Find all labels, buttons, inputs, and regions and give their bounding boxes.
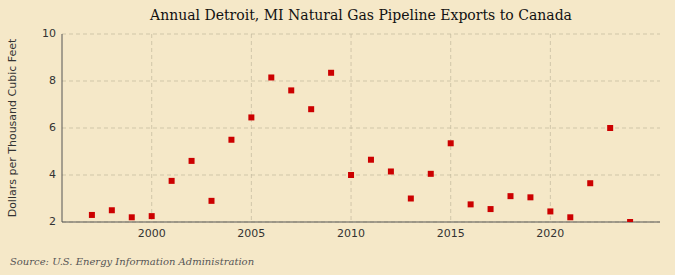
grid-line xyxy=(550,34,551,222)
point xyxy=(607,125,613,131)
points xyxy=(89,70,633,222)
point xyxy=(288,87,294,93)
y-tick-label: 8 xyxy=(49,74,56,87)
point xyxy=(508,193,514,199)
point xyxy=(348,172,354,178)
point xyxy=(388,168,394,174)
x-tick-label: 2020 xyxy=(536,227,564,240)
grid-line xyxy=(251,34,252,222)
point xyxy=(89,212,95,218)
y-tick-label: 6 xyxy=(49,121,56,134)
y-tick-label: 4 xyxy=(49,168,56,181)
point xyxy=(149,213,155,219)
point xyxy=(428,171,434,177)
point xyxy=(368,157,374,163)
point xyxy=(488,206,494,212)
point xyxy=(169,178,175,184)
x-tick-label: 2015 xyxy=(437,227,465,240)
chart: 2 4 6 8 10 2000 2005 2010 2015 2020 Annual Detroit… xyxy=(0,0,675,275)
point xyxy=(408,196,414,202)
grid-line xyxy=(62,222,660,223)
point xyxy=(567,214,573,220)
grid xyxy=(62,34,660,222)
point xyxy=(308,106,314,112)
title: Annual Detroit, MI Natural Gas Pipeline … xyxy=(149,7,572,23)
point xyxy=(109,207,115,213)
point xyxy=(587,180,593,186)
grid-line xyxy=(450,34,451,222)
point xyxy=(448,140,454,146)
point xyxy=(129,214,135,220)
grid-line xyxy=(151,34,152,222)
x-tick-label: 2005 xyxy=(237,227,265,240)
point xyxy=(189,158,195,164)
x-axis-line xyxy=(62,222,660,223)
point xyxy=(547,208,553,214)
y-tick-label: 10 xyxy=(42,27,56,40)
x-tick-label: 2000 xyxy=(138,227,166,240)
point xyxy=(627,219,633,222)
grid-line xyxy=(351,34,352,222)
y-axis-label: Dollars per Thousand Cubic Feet xyxy=(6,38,19,217)
y-axis-line xyxy=(62,34,63,222)
point xyxy=(248,114,254,120)
point xyxy=(468,201,474,207)
point xyxy=(268,74,274,80)
x-tick-label: 2010 xyxy=(337,227,365,240)
point xyxy=(328,70,334,76)
point xyxy=(209,198,215,204)
y-tick-label: 2 xyxy=(49,215,56,228)
grid-line xyxy=(62,81,660,82)
point xyxy=(527,194,533,200)
point xyxy=(228,137,234,143)
source: Source: U.S. Energy Information Administ… xyxy=(10,256,254,267)
